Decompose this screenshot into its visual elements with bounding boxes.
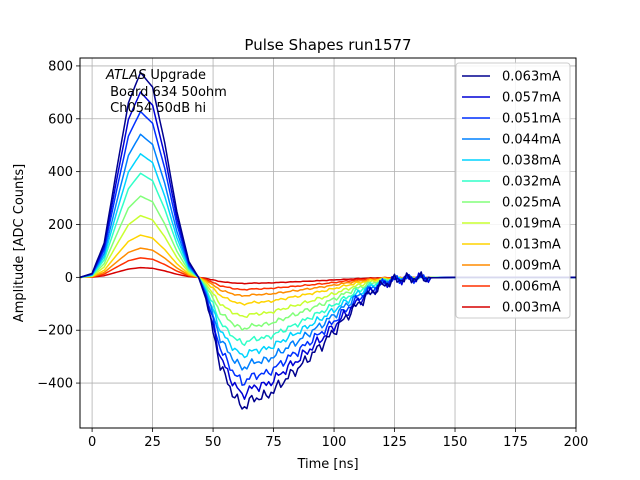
y-tick-label: −400: [37, 377, 73, 392]
legend-label: 0.057mA: [502, 91, 561, 106]
legend-label: 0.038mA: [502, 154, 561, 169]
x-tick-label: 200: [564, 435, 589, 450]
annotation-upgrade: Upgrade: [146, 68, 206, 83]
y-tick-label: 0: [65, 271, 73, 286]
legend: 0.063mA 0.057mA 0.051mA 0.044mA 0.038mA 0.032…: [455, 62, 571, 319]
atlas-annotation: ATLAS Upgrade Board 634 50ohm Ch054 50dB…: [105, 68, 227, 116]
y-tick-label: −200: [37, 324, 73, 339]
legend-label: 0.032mA: [502, 175, 561, 190]
legend-label: 0.051mA: [502, 112, 561, 127]
y-axis-ticks: −400 −200 0 200 400 600 800: [37, 59, 80, 392]
x-tick-label: 0: [88, 435, 96, 450]
annotation-board: Board 634 50ohm: [106, 85, 227, 100]
legend-label: 0.044mA: [502, 133, 561, 148]
legend-label: 0.006mA: [502, 280, 561, 295]
x-tick-label: 125: [382, 435, 407, 450]
x-tick-label: 175: [503, 435, 528, 450]
x-tick-label: 50: [205, 435, 222, 450]
legend-label: 0.003mA: [502, 301, 561, 316]
annotation-atlas: ATLAS: [105, 68, 146, 83]
x-axis-ticks: 0 25 50 75 100 125 150 175 200: [88, 428, 588, 450]
legend-label: 0.009mA: [502, 259, 561, 274]
x-tick-label: 25: [144, 435, 161, 450]
x-tick-label: 100: [322, 435, 347, 450]
legend-label: 0.063mA: [502, 70, 561, 85]
plot-frame: [79, 57, 577, 429]
chart-title: Pulse Shapes run1577: [244, 36, 411, 54]
annotation-channel: Ch054 50dB hi: [106, 101, 206, 116]
y-tick-label: 200: [48, 218, 73, 233]
legend-label: 0.019mA: [502, 217, 561, 232]
legend-label: 0.013mA: [502, 238, 561, 253]
y-tick-label: 400: [48, 165, 73, 180]
y-tick-label: 800: [48, 59, 73, 74]
svg-text:ATLAS Upgrade: ATLAS Upgrade: [105, 68, 206, 83]
x-tick-label: 75: [265, 435, 282, 450]
y-axis-label: Amplitude [ADC Counts]: [12, 164, 27, 322]
x-tick-label: 150: [443, 435, 468, 450]
legend-label: 0.025mA: [502, 196, 561, 211]
y-tick-label: 600: [48, 112, 73, 127]
x-axis-label: Time [ns]: [296, 457, 358, 472]
legend-box: [455, 62, 571, 319]
